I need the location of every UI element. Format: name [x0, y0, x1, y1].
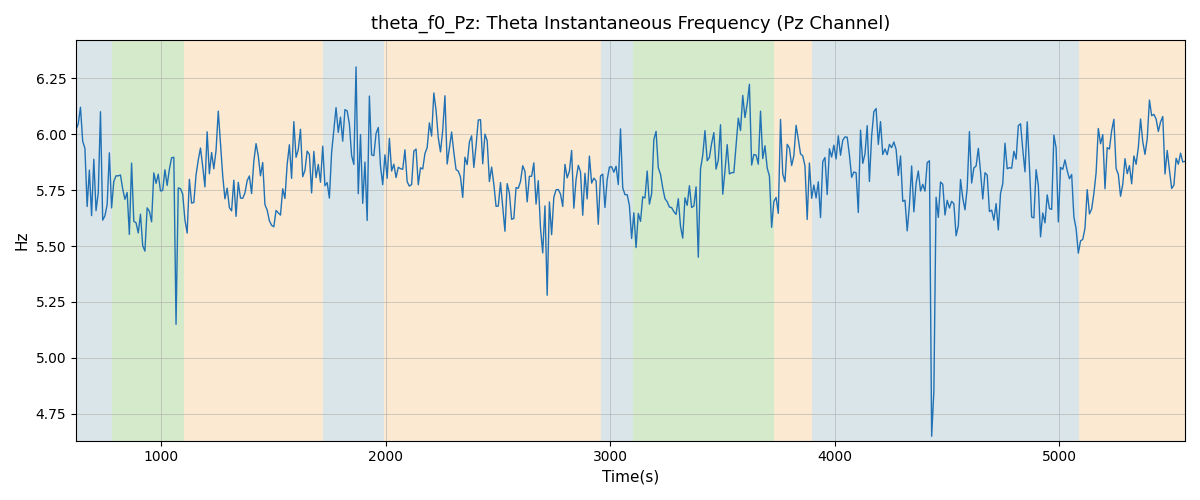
Bar [384, 40, 601, 440]
Bar [76, 40, 112, 440]
Bar [601, 40, 632, 440]
Bar [184, 40, 323, 440]
Bar [323, 40, 384, 440]
Bar [1080, 40, 1194, 440]
Bar [112, 40, 184, 440]
Y-axis label: Hz: Hz [14, 230, 30, 250]
Title: theta_f0_Pz: Theta Instantaneous Frequency (Pz Channel): theta_f0_Pz: Theta Instantaneous Frequen… [371, 15, 890, 34]
X-axis label: Time(s): Time(s) [602, 470, 659, 485]
Bar [812, 40, 1080, 440]
Bar [632, 40, 774, 440]
Bar [774, 40, 812, 440]
